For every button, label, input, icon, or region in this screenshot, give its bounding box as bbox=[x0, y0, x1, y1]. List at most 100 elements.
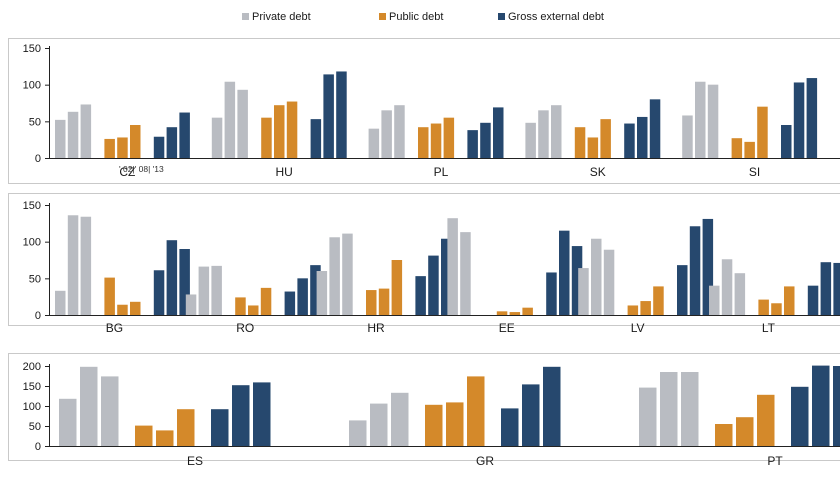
bar bbox=[297, 278, 308, 315]
bar bbox=[392, 260, 403, 315]
bar bbox=[323, 74, 334, 158]
category-label: LV bbox=[631, 321, 645, 335]
bar bbox=[317, 271, 328, 315]
y-tick-label: 100 bbox=[23, 80, 41, 92]
bar bbox=[211, 409, 229, 446]
bar bbox=[480, 123, 491, 158]
bar bbox=[771, 303, 782, 315]
bar bbox=[135, 426, 153, 446]
category-label: ES bbox=[187, 454, 203, 468]
bar bbox=[808, 286, 819, 315]
bar bbox=[104, 278, 115, 315]
bar bbox=[543, 367, 561, 446]
bar bbox=[370, 404, 388, 446]
bar bbox=[68, 112, 79, 158]
category-label: SK bbox=[590, 165, 606, 179]
bar bbox=[522, 308, 533, 315]
legend-swatch bbox=[242, 13, 249, 20]
bar bbox=[812, 366, 830, 446]
bar bbox=[709, 286, 720, 315]
bar bbox=[342, 234, 353, 315]
y-tick-label: 0 bbox=[35, 441, 41, 453]
legend-swatch bbox=[379, 13, 386, 20]
bar bbox=[525, 123, 536, 158]
bar bbox=[628, 305, 639, 315]
bar bbox=[253, 382, 271, 446]
bar bbox=[467, 130, 478, 158]
bar bbox=[757, 395, 775, 446]
bar bbox=[211, 266, 222, 315]
legend: Private debt Public debt Gross external de… bbox=[242, 11, 604, 23]
bar bbox=[381, 110, 392, 158]
bar bbox=[794, 82, 805, 158]
bar bbox=[415, 276, 426, 315]
y-tick-label: 0 bbox=[35, 310, 41, 322]
bar bbox=[640, 301, 651, 315]
bar bbox=[68, 215, 79, 315]
bar bbox=[186, 294, 197, 315]
bar bbox=[715, 424, 733, 446]
bar bbox=[757, 107, 768, 158]
y-tick-label: 50 bbox=[29, 116, 41, 128]
bar bbox=[639, 388, 657, 446]
bar bbox=[446, 402, 464, 446]
bar bbox=[722, 259, 733, 315]
bar bbox=[600, 119, 611, 158]
bar bbox=[444, 118, 455, 158]
bar bbox=[154, 270, 165, 315]
bar bbox=[650, 99, 661, 158]
bar bbox=[460, 232, 471, 315]
bar bbox=[81, 104, 92, 158]
bar bbox=[588, 137, 599, 158]
bar bbox=[248, 305, 259, 315]
bar bbox=[232, 385, 250, 446]
legend-label: Public debt bbox=[389, 11, 443, 23]
bar bbox=[177, 409, 195, 446]
bar bbox=[130, 302, 141, 315]
bar bbox=[235, 297, 246, 315]
bar bbox=[578, 268, 589, 315]
category-label: HU bbox=[276, 165, 293, 179]
bar bbox=[732, 138, 743, 158]
bar bbox=[624, 124, 635, 158]
bar bbox=[311, 119, 322, 158]
category-label: PL bbox=[434, 165, 449, 179]
bar bbox=[604, 250, 615, 315]
legend-label: Gross external debt bbox=[508, 11, 604, 23]
bar bbox=[59, 399, 77, 446]
category-label: BG bbox=[106, 321, 123, 335]
category-label: PT bbox=[767, 454, 783, 468]
bar bbox=[493, 107, 504, 158]
bar bbox=[261, 118, 272, 158]
bar bbox=[154, 137, 165, 158]
bar bbox=[538, 110, 549, 158]
bar bbox=[101, 376, 119, 446]
bar bbox=[833, 263, 840, 315]
y-tick-label: 50 bbox=[29, 421, 41, 433]
bar bbox=[575, 127, 586, 158]
bar bbox=[501, 408, 519, 446]
bar bbox=[591, 239, 602, 315]
category-label: HR bbox=[367, 321, 385, 335]
y-tick-label: 200 bbox=[23, 361, 41, 373]
bar bbox=[80, 367, 98, 446]
legend-label: Private debt bbox=[252, 11, 311, 23]
y-tick-label: 100 bbox=[23, 237, 41, 249]
bar bbox=[736, 417, 754, 446]
bar bbox=[329, 237, 340, 315]
bar bbox=[117, 137, 128, 158]
bar bbox=[391, 393, 409, 446]
bar bbox=[55, 120, 66, 158]
year-annotation: ' 02|' 08| '13 bbox=[119, 164, 164, 174]
y-tick-label: 50 bbox=[29, 273, 41, 285]
bar bbox=[744, 142, 755, 158]
bar bbox=[784, 286, 795, 315]
bar bbox=[425, 405, 443, 446]
bar bbox=[497, 311, 508, 315]
y-tick-label: 0 bbox=[35, 153, 41, 165]
bar bbox=[225, 82, 236, 158]
bar bbox=[467, 376, 485, 446]
bar bbox=[821, 262, 832, 315]
